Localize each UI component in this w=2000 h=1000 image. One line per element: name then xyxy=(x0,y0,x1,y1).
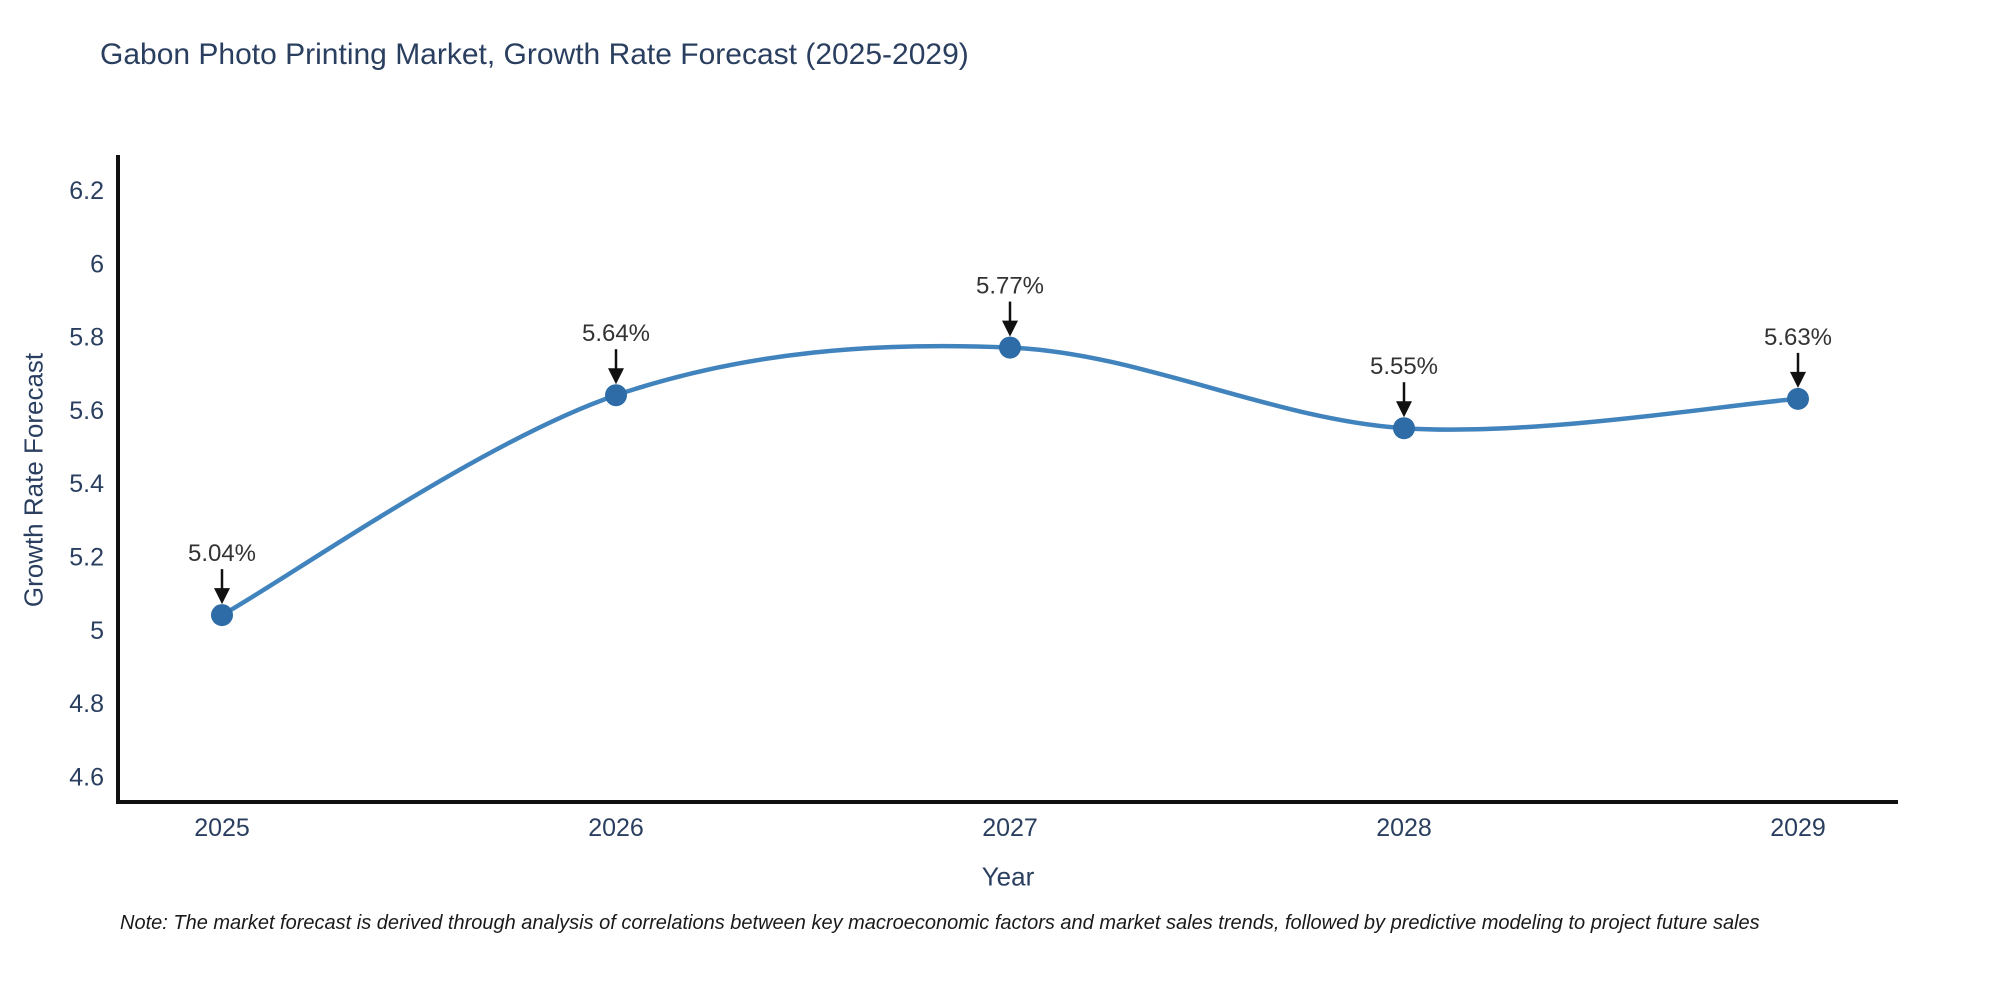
x-tick-label: 2029 xyxy=(1770,814,1826,842)
x-axis-title: Year xyxy=(981,861,1035,892)
annotation-label: 5.77% xyxy=(976,273,1044,300)
annotation-arrowhead-icon xyxy=(1790,371,1806,388)
annotation-arrowhead-icon xyxy=(1002,320,1018,337)
data-point-marker[interactable] xyxy=(605,384,627,407)
annotation-label: 5.63% xyxy=(1764,324,1832,351)
y-tick-label: 6 xyxy=(90,250,104,278)
data-point-marker[interactable] xyxy=(1393,417,1415,440)
y-tick-label: 5.6 xyxy=(69,397,104,425)
annotation-arrowhead-icon xyxy=(214,588,230,605)
y-tick-label: 5.8 xyxy=(69,324,104,352)
data-point-marker[interactable] xyxy=(1787,387,1809,410)
annotation-arrowhead-icon xyxy=(1396,401,1412,418)
forecast-line xyxy=(219,343,1801,618)
x-tick-label: 2025 xyxy=(194,814,250,842)
annotation-label: 5.64% xyxy=(582,320,650,347)
y-tick-label: 6.2 xyxy=(69,177,104,205)
data-point-marker[interactable] xyxy=(999,336,1021,359)
x-tick-label: 2027 xyxy=(982,814,1038,842)
y-tick-label: 5.2 xyxy=(69,543,104,571)
y-tick-label: 5 xyxy=(90,617,104,645)
annotation-arrowhead-icon xyxy=(608,368,624,385)
chart-title: Gabon Photo Printing Market, Growth Rate… xyxy=(100,38,969,71)
annotation-label: 5.55% xyxy=(1370,353,1438,380)
annotation-label: 5.04% xyxy=(188,540,256,567)
footnote: Note: The market forecast is derived thr… xyxy=(120,912,1760,934)
y-tick-label: 4.6 xyxy=(69,763,104,791)
y-tick-label: 5.4 xyxy=(69,470,104,498)
x-tick-label: 2028 xyxy=(1376,814,1432,842)
x-tick-label: 2026 xyxy=(588,814,644,842)
data-point-marker[interactable] xyxy=(211,604,233,627)
y-tick-label: 4.8 xyxy=(69,690,104,718)
